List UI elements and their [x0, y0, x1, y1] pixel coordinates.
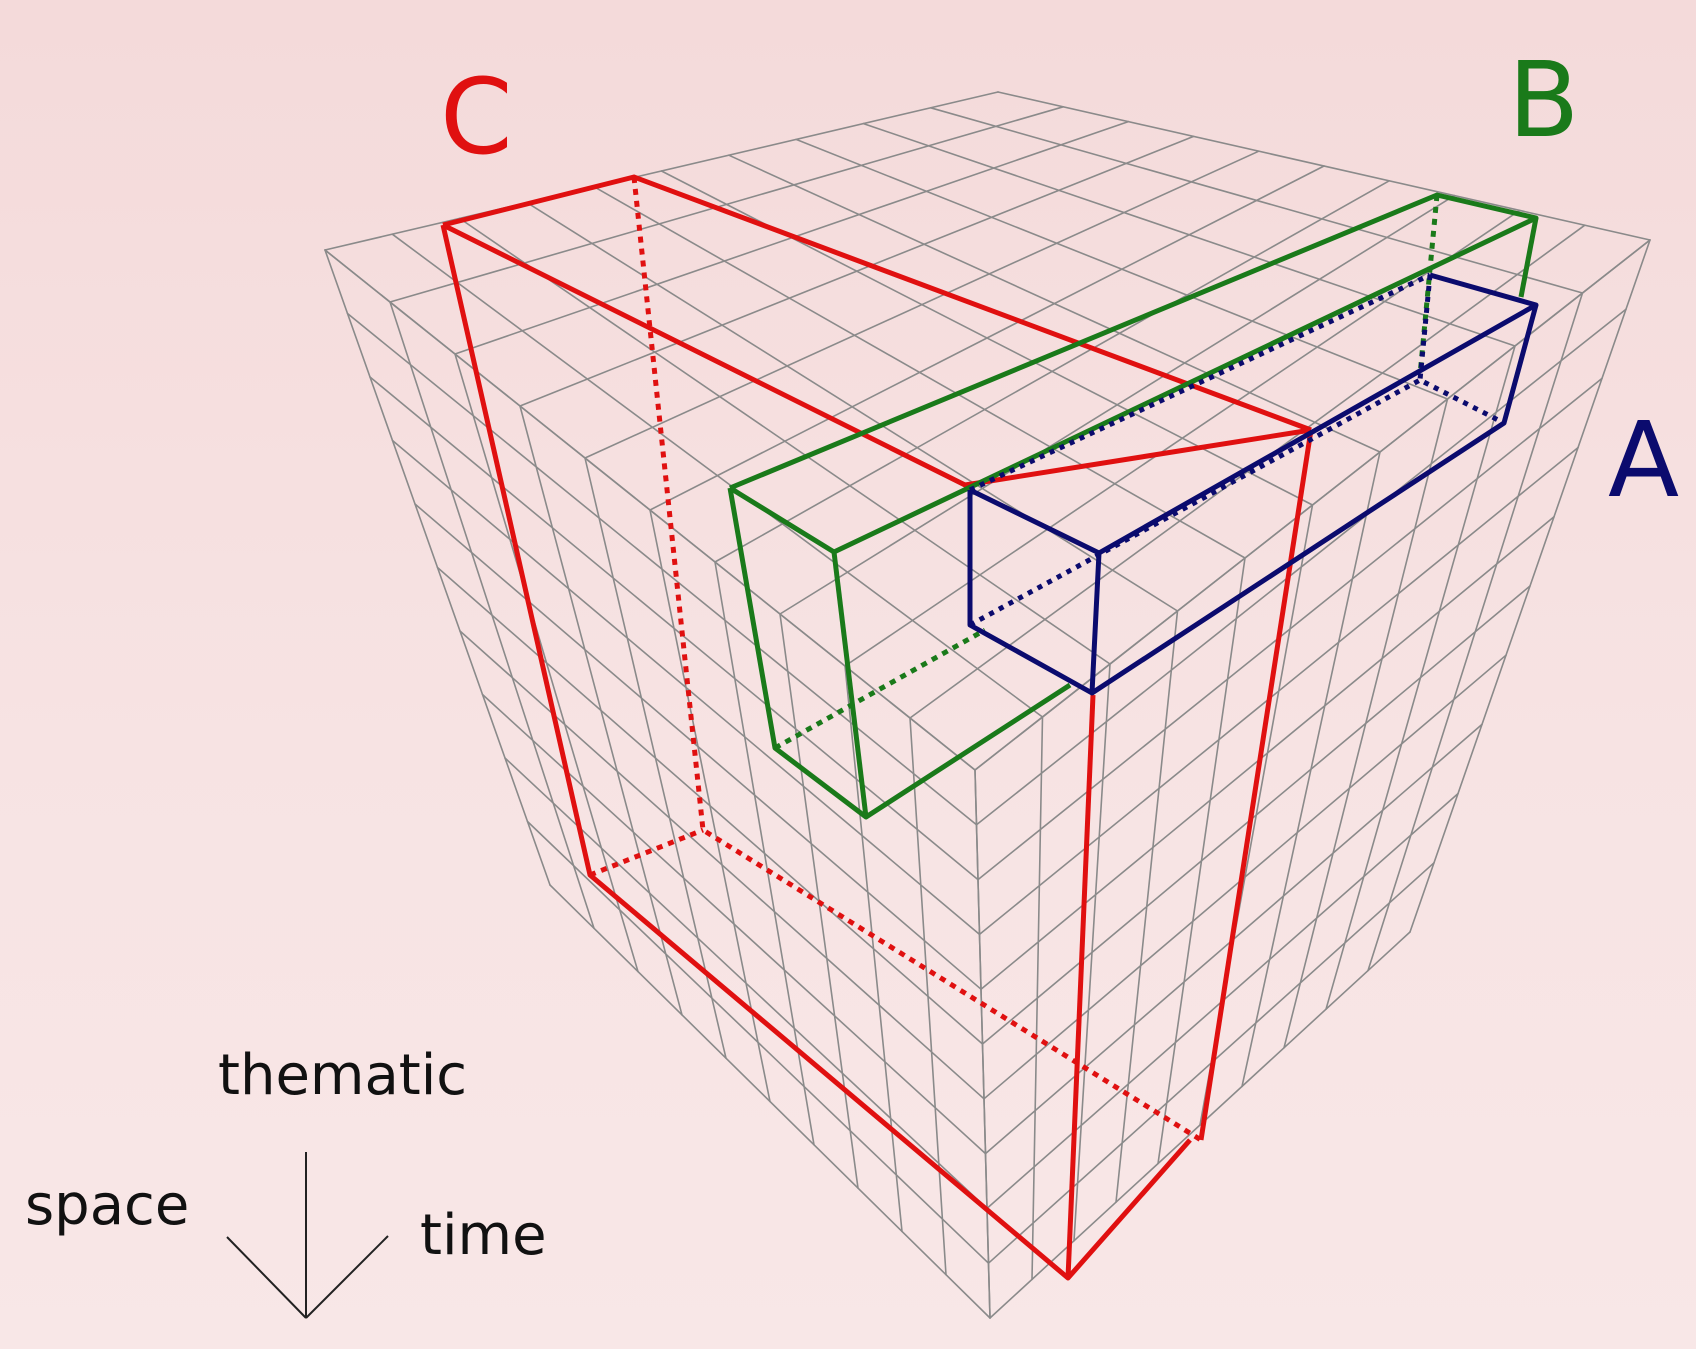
top-face-gridline	[844, 209, 1521, 667]
time-axis-line	[305, 1235, 389, 1319]
right-face-gridline	[1241, 451, 1381, 1088]
label-c: C	[440, 56, 513, 178]
region-c-front-edge	[440, 224, 1192, 1281]
right-face-gridline	[1367, 292, 1584, 972]
left-face-gridline	[909, 717, 947, 1276]
top-face-gridline	[649, 165, 1325, 511]
region-a-hidden-edges	[968, 377, 1506, 628]
space-axis-line	[226, 1236, 307, 1319]
region-b-front-vertical	[831, 551, 869, 818]
region-a-front-face	[967, 487, 1102, 696]
label-a: A	[1608, 399, 1679, 521]
label-b: B	[1508, 39, 1579, 161]
right-face-gridline	[989, 931, 1411, 1319]
top-face-gridline	[929, 107, 1584, 294]
top-face-gridline	[727, 154, 1381, 453]
cube-grid	[324, 91, 1651, 1319]
region-a-outline	[967, 272, 1539, 696]
top-face-gridline	[714, 180, 1390, 563]
top-face-gridline	[779, 194, 1456, 615]
left-face-gridline	[526, 820, 990, 1264]
region-b-hidden-bottom	[773, 627, 987, 751]
left-face-gridline	[504, 757, 988, 1210]
axis-label-space: space	[25, 1173, 189, 1238]
region-c-right-edge	[1198, 429, 1314, 1141]
right-face-gridline	[983, 654, 1507, 1100]
top-face-gridline	[862, 122, 1516, 347]
right-face-gridline	[1283, 398, 1449, 1049]
region-b-right-vertical	[1518, 217, 1539, 298]
region-b-outline	[727, 192, 1539, 820]
left-face-gridline	[459, 630, 985, 1100]
left-face-gridline	[714, 561, 815, 1146]
region-b-hidden-right	[1417, 194, 1440, 376]
region-b-outline-front	[727, 487, 1072, 820]
region-c-middle-edge	[1065, 694, 1096, 1279]
left-face-gridline	[436, 566, 984, 1045]
top-face-gridline	[997, 91, 1651, 241]
axis-label-thematic: thematic	[218, 1043, 467, 1108]
right-face-gridline	[1409, 239, 1651, 933]
right-face-gridline	[1325, 345, 1516, 1011]
top-face-gridline	[795, 138, 1449, 400]
region-c-top-edge	[441, 222, 1312, 488]
region-a-bottom-edges	[1090, 304, 1539, 696]
axis-key	[226, 1152, 389, 1319]
left-face-gridline	[481, 693, 987, 1155]
region-c-hidden-edges	[631, 176, 1203, 1143]
region-a-hidden-diagonal	[968, 272, 1432, 493]
right-face-gridline	[981, 585, 1531, 1045]
left-face-gridline	[549, 884, 991, 1319]
region-c-outline	[440, 174, 1314, 1281]
axis-label-time: time	[420, 1203, 547, 1268]
left-face-gridline	[844, 665, 903, 1233]
region-c-hidden-bottom	[589, 827, 704, 878]
